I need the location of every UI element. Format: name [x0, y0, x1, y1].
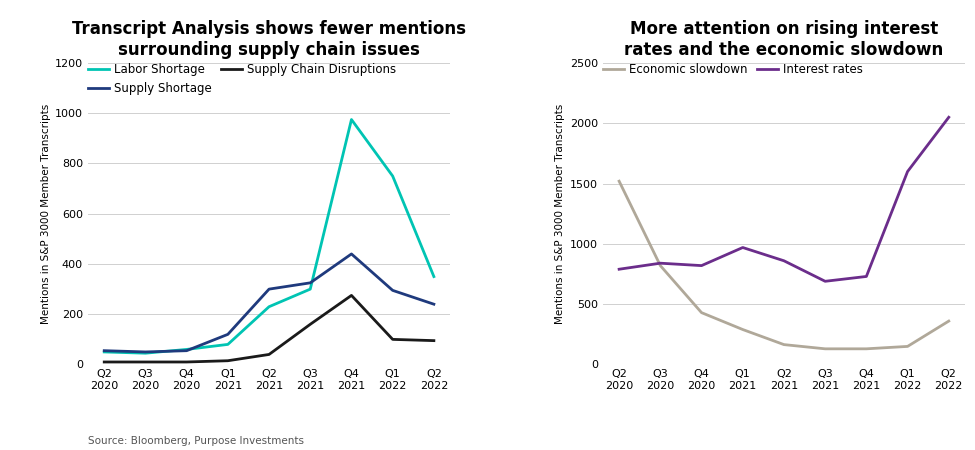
Supply Shortage: [428, 302, 440, 307]
Economic slowdown: [902, 344, 914, 349]
Supply Chain Disruptions: [263, 352, 275, 357]
Labor Shortage: [139, 351, 151, 356]
Line: Supply Shortage: Supply Shortage: [104, 254, 434, 352]
Supply Chain Disruptions: [180, 359, 192, 364]
Economic slowdown: [943, 319, 955, 324]
Supply Chain Disruptions: [387, 337, 399, 342]
Text: Source: Bloomberg, Purpose Investments: Source: Bloomberg, Purpose Investments: [88, 436, 304, 446]
Supply Chain Disruptions: [98, 359, 110, 364]
Supply Shortage: [263, 286, 275, 292]
Interest rates: [819, 279, 831, 284]
Economic slowdown: [696, 310, 708, 315]
Supply Shortage: [180, 348, 192, 353]
Interest rates: [943, 115, 955, 120]
Interest rates: [861, 274, 873, 279]
Supply Chain Disruptions: [345, 292, 357, 298]
Y-axis label: Mentions in S&P 3000 Member Transcripts: Mentions in S&P 3000 Member Transcripts: [41, 104, 51, 324]
Interest rates: [696, 263, 708, 268]
Labor Shortage: [222, 342, 234, 347]
Supply Chain Disruptions: [304, 322, 316, 327]
Supply Chain Disruptions: [222, 358, 234, 364]
Economic slowdown: [613, 179, 625, 184]
Supply Shortage: [387, 288, 399, 293]
Y-axis label: Mentions in S&P 3000 Member Transcripts: Mentions in S&P 3000 Member Transcripts: [556, 104, 566, 324]
Supply Shortage: [139, 349, 151, 355]
Economic slowdown: [737, 327, 749, 332]
Line: Interest rates: Interest rates: [619, 117, 949, 281]
Interest rates: [902, 169, 914, 174]
Labor Shortage: [98, 349, 110, 355]
Interest rates: [737, 245, 749, 250]
Labor Shortage: [263, 304, 275, 310]
Supply Shortage: [345, 251, 357, 256]
Economic slowdown: [778, 342, 790, 347]
Supply Shortage: [222, 332, 234, 337]
Legend: Economic slowdown, Interest rates: Economic slowdown, Interest rates: [603, 63, 863, 76]
Labor Shortage: [345, 117, 357, 122]
Economic slowdown: [654, 263, 666, 268]
Labor Shortage: [387, 173, 399, 179]
Supply Chain Disruptions: [139, 359, 151, 364]
Interest rates: [654, 261, 666, 266]
Interest rates: [778, 258, 790, 264]
Labor Shortage: [304, 286, 316, 292]
Legend: Labor Shortage, Supply Shortage, Supply Chain Disruptions: Labor Shortage, Supply Shortage, Supply …: [88, 63, 396, 95]
Economic slowdown: [861, 346, 873, 351]
Supply Shortage: [98, 348, 110, 353]
Title: Transcript Analysis shows fewer mentions
surrounding supply chain issues: Transcript Analysis shows fewer mentions…: [72, 20, 466, 58]
Supply Chain Disruptions: [428, 338, 440, 343]
Labor Shortage: [180, 346, 192, 352]
Labor Shortage: [428, 274, 440, 279]
Title: More attention on rising interest
rates and the economic slowdown: More attention on rising interest rates …: [624, 20, 944, 58]
Line: Supply Chain Disruptions: Supply Chain Disruptions: [104, 295, 434, 362]
Line: Labor Shortage: Labor Shortage: [104, 120, 434, 353]
Supply Shortage: [304, 280, 316, 286]
Line: Economic slowdown: Economic slowdown: [619, 181, 949, 349]
Interest rates: [613, 266, 625, 272]
Economic slowdown: [819, 346, 831, 351]
